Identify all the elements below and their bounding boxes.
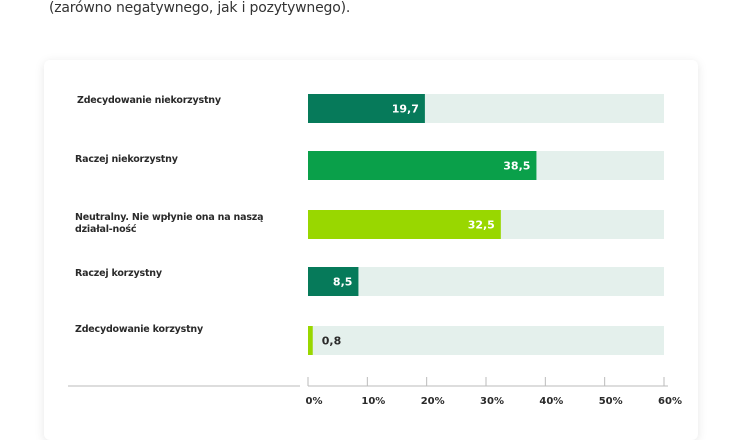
bar-track — [308, 267, 664, 296]
bar — [308, 210, 501, 239]
bar — [308, 326, 313, 355]
category-label: Zdecydowanie korzystny — [75, 324, 203, 335]
x-tick-label: 30% — [480, 396, 504, 407]
bar — [308, 94, 425, 123]
x-tick-label: 50% — [599, 396, 623, 407]
bar-value-label: 8,5 — [333, 276, 353, 289]
bar-value-label: 0,8 — [322, 335, 342, 348]
bar — [308, 151, 537, 180]
x-tick-label: 20% — [421, 396, 445, 407]
bar-chart: 0% 10% 20% 30% 40% 50% 60% 19,7 38,5 32,5 8,5 0,8 — [68, 94, 682, 407]
x-tick-label: 0% — [306, 396, 323, 407]
bar — [308, 267, 359, 296]
chart-card — [44, 60, 698, 440]
x-tick-label: 40% — [539, 396, 563, 407]
x-tick-label: 10% — [361, 396, 385, 407]
bar-value-label: 19,7 — [392, 103, 419, 116]
category-label: Raczej korzystny — [75, 268, 162, 279]
x-tick-label: 60% — [658, 396, 682, 407]
bar-value-label: 38,5 — [503, 160, 530, 173]
category-label: Raczej niekorzystny — [75, 154, 178, 165]
bar-track — [308, 326, 664, 355]
bar-value-label: 32,5 — [468, 219, 495, 232]
category-label: Zdecydowanie niekorzystny — [77, 95, 221, 106]
category-label: Neutralny. Nie wpłynie ona na naszą dzia… — [75, 212, 264, 235]
intro-text: (zarówno negatywnego, jak i pozytywnego)… — [49, 0, 351, 16]
